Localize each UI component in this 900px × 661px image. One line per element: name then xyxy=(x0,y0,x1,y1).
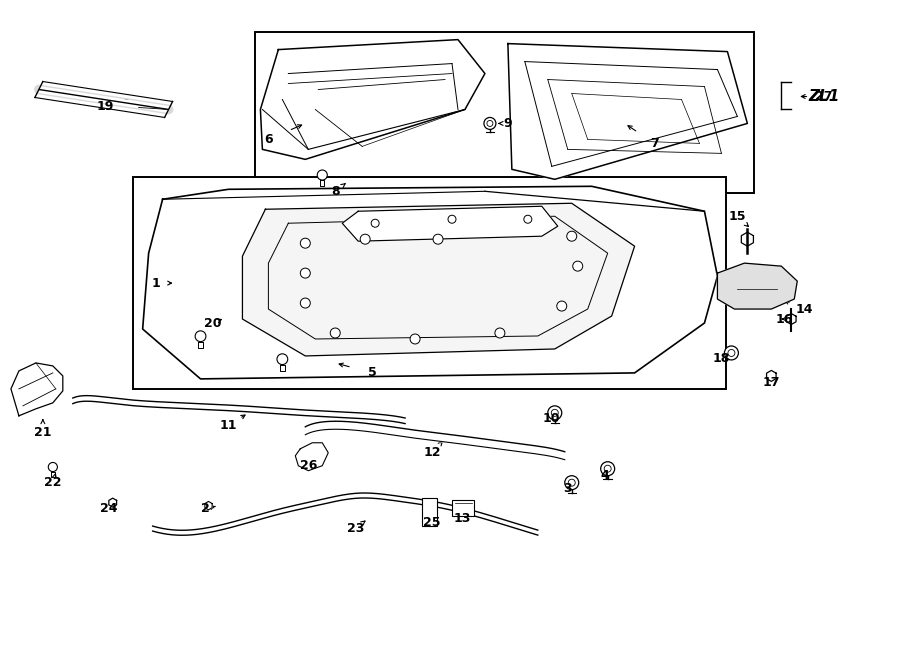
Text: 15: 15 xyxy=(729,210,746,223)
Text: 27: 27 xyxy=(815,90,833,103)
Circle shape xyxy=(600,462,615,476)
Text: 19: 19 xyxy=(97,100,114,113)
Text: 25: 25 xyxy=(423,516,441,529)
Circle shape xyxy=(484,118,496,130)
Text: 9: 9 xyxy=(504,117,512,130)
Circle shape xyxy=(724,346,738,360)
Text: 21: 21 xyxy=(34,426,51,440)
Circle shape xyxy=(301,298,310,308)
Circle shape xyxy=(317,170,328,180)
Text: 23: 23 xyxy=(346,522,364,535)
Text: 24: 24 xyxy=(100,502,118,515)
Polygon shape xyxy=(205,502,212,510)
Circle shape xyxy=(371,219,379,227)
Circle shape xyxy=(330,328,340,338)
Text: 2: 2 xyxy=(201,502,210,515)
Circle shape xyxy=(301,238,310,248)
Text: 7: 7 xyxy=(650,137,659,150)
Polygon shape xyxy=(717,263,797,309)
Bar xyxy=(256,32,754,193)
FancyBboxPatch shape xyxy=(452,500,474,516)
Circle shape xyxy=(552,409,558,416)
Polygon shape xyxy=(11,363,63,416)
Polygon shape xyxy=(787,313,796,325)
Text: ZL1: ZL1 xyxy=(808,89,840,104)
Text: 17: 17 xyxy=(762,376,780,389)
Polygon shape xyxy=(767,370,776,381)
Circle shape xyxy=(565,476,579,490)
Circle shape xyxy=(49,463,58,471)
Text: 20: 20 xyxy=(203,317,221,330)
Text: 18: 18 xyxy=(713,352,730,366)
Text: 10: 10 xyxy=(543,412,561,425)
Polygon shape xyxy=(295,443,328,471)
Circle shape xyxy=(360,234,370,244)
Circle shape xyxy=(487,120,493,126)
Circle shape xyxy=(433,234,443,244)
Text: 13: 13 xyxy=(454,512,471,525)
Polygon shape xyxy=(508,44,747,179)
Polygon shape xyxy=(742,232,753,246)
Circle shape xyxy=(548,406,562,420)
Text: 14: 14 xyxy=(796,303,813,315)
Circle shape xyxy=(567,231,577,241)
Text: 22: 22 xyxy=(44,476,61,489)
Text: 11: 11 xyxy=(220,419,238,432)
Circle shape xyxy=(495,328,505,338)
Text: 3: 3 xyxy=(563,482,572,495)
Text: 6: 6 xyxy=(264,133,273,146)
Polygon shape xyxy=(142,186,717,379)
FancyBboxPatch shape xyxy=(422,498,437,525)
Circle shape xyxy=(728,350,735,356)
Polygon shape xyxy=(242,204,634,356)
Circle shape xyxy=(557,301,567,311)
Circle shape xyxy=(572,261,582,271)
Text: 4: 4 xyxy=(600,469,609,482)
Circle shape xyxy=(277,354,288,365)
Polygon shape xyxy=(109,498,117,507)
Circle shape xyxy=(410,334,420,344)
Text: 12: 12 xyxy=(423,446,441,459)
Text: 26: 26 xyxy=(300,459,317,472)
Text: 16: 16 xyxy=(776,313,793,325)
Polygon shape xyxy=(260,40,485,159)
Text: 5: 5 xyxy=(368,366,376,379)
Circle shape xyxy=(524,215,532,223)
Circle shape xyxy=(604,465,611,472)
Circle shape xyxy=(301,268,310,278)
Bar xyxy=(132,177,726,389)
Text: 1: 1 xyxy=(151,276,160,290)
Circle shape xyxy=(568,479,575,486)
Text: 8: 8 xyxy=(331,185,339,198)
Polygon shape xyxy=(342,206,558,241)
Circle shape xyxy=(448,215,456,223)
Circle shape xyxy=(195,331,206,342)
